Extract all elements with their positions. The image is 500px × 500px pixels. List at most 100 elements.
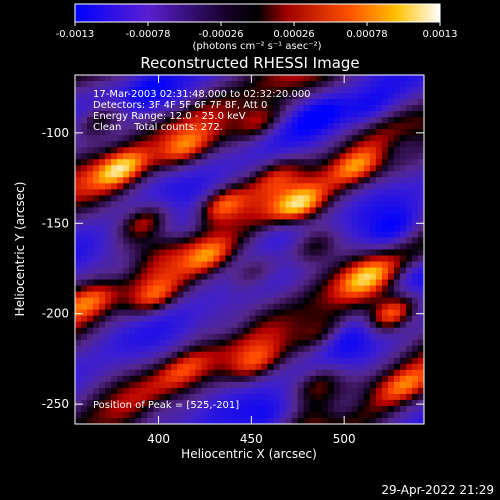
heatmap-pixel (387, 399, 395, 407)
heatmap-pixel (141, 93, 148, 100)
heatmap-pixel (165, 405, 172, 413)
heatmap-pixel (159, 93, 166, 100)
heatmap-pixel (303, 147, 311, 154)
heatmap-pixel (285, 231, 293, 238)
heatmap-pixel (123, 411, 130, 419)
heatmap-pixel (255, 357, 262, 365)
heatmap-pixel (375, 327, 383, 335)
heatmap-pixel (411, 117, 419, 124)
heatmap-pixel (123, 417, 130, 425)
heatmap-pixel (243, 381, 250, 389)
heatmap-pixel (153, 405, 160, 413)
heatmap-pixel (267, 201, 274, 208)
heatmap-pixel (261, 345, 268, 353)
heatmap-pixel (315, 195, 323, 202)
heatmap-pixel (267, 249, 274, 256)
heatmap-pixel (363, 351, 371, 359)
heatmap-pixel (219, 231, 226, 238)
heatmap-pixel (279, 93, 287, 100)
heatmap-pixel (147, 399, 154, 407)
heatmap-pixel (129, 183, 136, 190)
heatmap-pixel (333, 135, 341, 142)
heatmap-pixel (207, 231, 214, 238)
heatmap-pixel (273, 417, 280, 425)
heatmap-pixel (279, 285, 287, 293)
heatmap-pixel (237, 195, 244, 202)
heatmap-pixel (315, 135, 323, 142)
heatmap-pixel (249, 315, 256, 323)
heatmap-pixel (207, 189, 214, 196)
heatmap-pixel (141, 417, 148, 425)
heatmap-pixel (249, 87, 256, 94)
heatmap-pixel (159, 141, 166, 148)
heatmap-pixel (117, 165, 124, 172)
heatmap-pixel (267, 387, 274, 395)
heatmap-pixel (231, 375, 238, 383)
heatmap-pixel (219, 279, 226, 287)
heatmap-pixel (237, 411, 244, 419)
heatmap-pixel (147, 207, 154, 214)
heatmap-pixel (237, 297, 244, 305)
heatmap-pixel (165, 363, 172, 371)
heatmap-pixel (201, 177, 208, 184)
heatmap-pixel (279, 153, 287, 160)
heatmap-pixel (213, 189, 220, 196)
heatmap-pixel (237, 285, 244, 293)
heatmap-pixel (381, 81, 389, 88)
heatmap-pixel (399, 81, 407, 88)
heatmap-pixel (411, 369, 419, 377)
heatmap-pixel (321, 141, 329, 148)
heatmap-pixel (381, 351, 389, 359)
heatmap-pixel (303, 195, 311, 202)
heatmap-pixel (249, 201, 256, 208)
heatmap-pixel (339, 333, 347, 341)
heatmap-pixel (333, 93, 341, 100)
heatmap-pixel (159, 297, 166, 305)
heatmap-pixel (195, 369, 202, 377)
heatmap-pixel (195, 177, 202, 184)
heatmap-pixel (105, 105, 112, 112)
heatmap-pixel (189, 405, 196, 413)
heatmap-pixel (183, 309, 190, 317)
heatmap-pixel (159, 189, 166, 196)
heatmap-pixel (255, 411, 262, 419)
heatmap-pixel (417, 399, 425, 407)
heatmap-pixel (219, 363, 226, 371)
heatmap-pixel (309, 171, 317, 178)
heatmap-pixel (279, 387, 287, 395)
heatmap-pixel (87, 363, 94, 371)
heatmap-pixel (369, 177, 377, 184)
heatmap-pixel (165, 207, 172, 214)
heatmap-pixel (237, 405, 244, 413)
heatmap-pixel (201, 339, 208, 347)
heatmap-pixel (285, 177, 293, 184)
heatmap-pixel (297, 171, 305, 178)
heatmap-pixel (129, 117, 136, 124)
heatmap-pixel (237, 177, 244, 184)
heatmap-pixel (315, 231, 323, 238)
heatmap-pixel (369, 141, 377, 148)
heatmap-pixel (159, 339, 166, 347)
heatmap-pixel (225, 393, 232, 401)
heatmap-pixel (189, 363, 196, 371)
heatmap-pixel (201, 213, 208, 220)
heatmap-pixel (177, 213, 184, 220)
heatmap-pixel (333, 351, 341, 359)
heatmap-pixel (405, 201, 413, 208)
heatmap-pixel (417, 189, 425, 196)
heatmap-pixel (141, 207, 148, 214)
heatmap-pixel (285, 285, 293, 293)
heatmap-pixel (105, 93, 112, 100)
heatmap-pixel (273, 195, 280, 202)
heatmap-pixel (147, 255, 154, 262)
heatmap-pixel (327, 345, 335, 353)
heatmap-pixel (261, 159, 268, 166)
heatmap-pixel (201, 405, 208, 413)
heatmap-pixel (255, 171, 262, 178)
heatmap-pixel (207, 141, 214, 148)
heatmap-pixel (291, 231, 299, 238)
heatmap-pixel (303, 255, 311, 262)
heatmap-pixel (333, 87, 341, 94)
heatmap-pixel (93, 189, 100, 196)
heatmap-pixel (369, 345, 377, 353)
